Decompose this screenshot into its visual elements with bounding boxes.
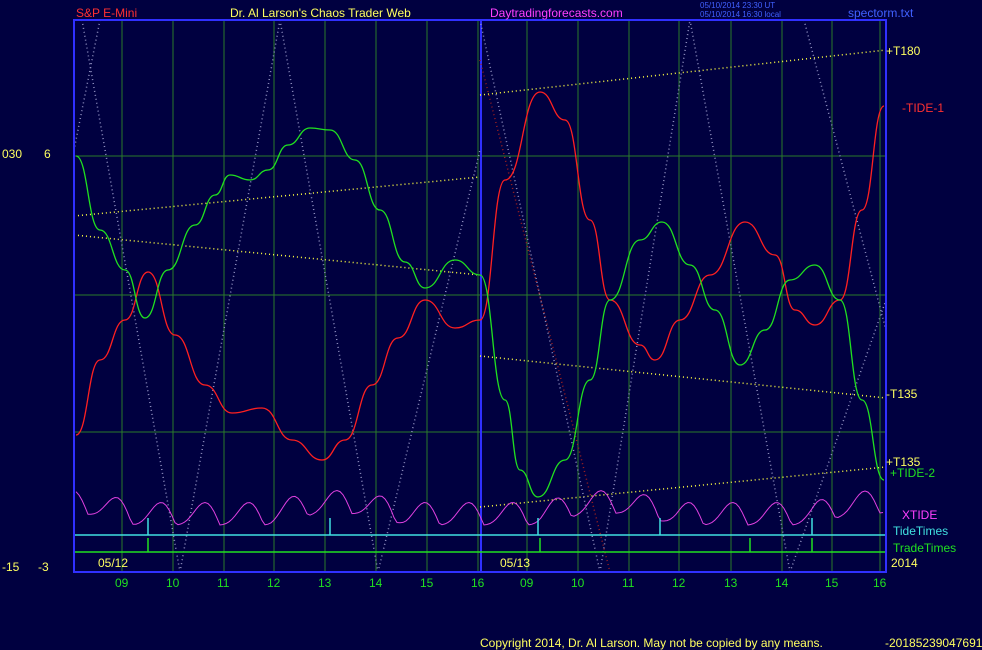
plot-frame <box>73 19 887 573</box>
label-tide2: +TIDE-2 <box>890 466 936 480</box>
label-t135-neg: -T135 <box>886 387 918 401</box>
label-tradetimes: TradeTimes <box>893 541 957 555</box>
left-bottom-label-1: -15 <box>2 560 20 574</box>
x-tick-label: 09 <box>115 576 129 590</box>
label-t135-pos: +T135 <box>886 455 921 469</box>
red-dotted-line <box>479 59 611 573</box>
t180-line-day1 <box>73 176 481 217</box>
x-tick-label: 09 <box>520 576 534 590</box>
label-t180: +T180 <box>886 44 921 58</box>
cross-line-0 <box>81 19 181 573</box>
x-tick-label: 15 <box>825 576 839 590</box>
cross-line-2 <box>179 19 281 573</box>
left-top-label-2: 6 <box>44 147 51 161</box>
x-tick-label: 10 <box>166 576 180 590</box>
cross-line-9 <box>803 19 887 331</box>
cross-line-5 <box>479 19 601 573</box>
t135neg-line-day1 <box>73 234 481 276</box>
x-tick-label: 16 <box>873 576 887 590</box>
x-tick-label: 12 <box>672 576 686 590</box>
label-xtide: XTIDE <box>902 508 938 522</box>
left-top-label-1: 030 <box>2 147 23 161</box>
chart-title: Dr. Al Larson's Chaos Trader Web <box>230 6 411 20</box>
x-tick-label: 11 <box>217 576 230 590</box>
label-tide1: -TIDE-1 <box>902 101 944 115</box>
date-label-2: 05/13 <box>500 556 531 570</box>
xtide-series <box>75 489 884 526</box>
x-tick-label: 13 <box>724 576 738 590</box>
year-label: 2014 <box>891 556 918 570</box>
left-bottom-label-2: -3 <box>38 560 49 574</box>
cross-line-6 <box>599 19 691 573</box>
x-tick-label: 14 <box>775 576 789 590</box>
copyright: Copyright 2014, Dr. Al Larson. May not b… <box>480 636 823 650</box>
tide2-series <box>75 127 885 498</box>
cross-line-1 <box>73 19 101 151</box>
copyright-tail: -20185239047691 <box>885 636 982 650</box>
x-tick-label: 10 <box>571 576 585 590</box>
cross-line-7 <box>689 19 791 573</box>
label-tidetimes: TideTimes <box>893 524 949 538</box>
x-tick-label: 13 <box>318 576 332 590</box>
x-tick-label: 11 <box>622 576 635 590</box>
x-tick-label: 12 <box>267 576 281 590</box>
x-tick-label: 16 <box>471 576 485 590</box>
cross-line-8 <box>789 299 887 573</box>
tide1-series <box>75 91 885 461</box>
x-tick-label: 15 <box>420 576 434 590</box>
x-tick-label: 14 <box>369 576 383 590</box>
time-utc: 05/10/2014 23:30 UT <box>700 1 776 10</box>
file-name: spectorm.txt <box>848 6 914 20</box>
t135neg-line-day2 <box>479 355 887 399</box>
cross-line-3 <box>279 19 379 573</box>
symbol-title: S&P E-Mini <box>76 6 138 20</box>
t180-line-day2 <box>479 49 887 96</box>
site-link[interactable]: Daytradingforecasts.com <box>490 6 623 20</box>
cross-line-4 <box>377 149 481 573</box>
time-local: 05/10/2014 16:30 local <box>700 10 781 19</box>
date-label-1: 05/12 <box>98 556 129 570</box>
